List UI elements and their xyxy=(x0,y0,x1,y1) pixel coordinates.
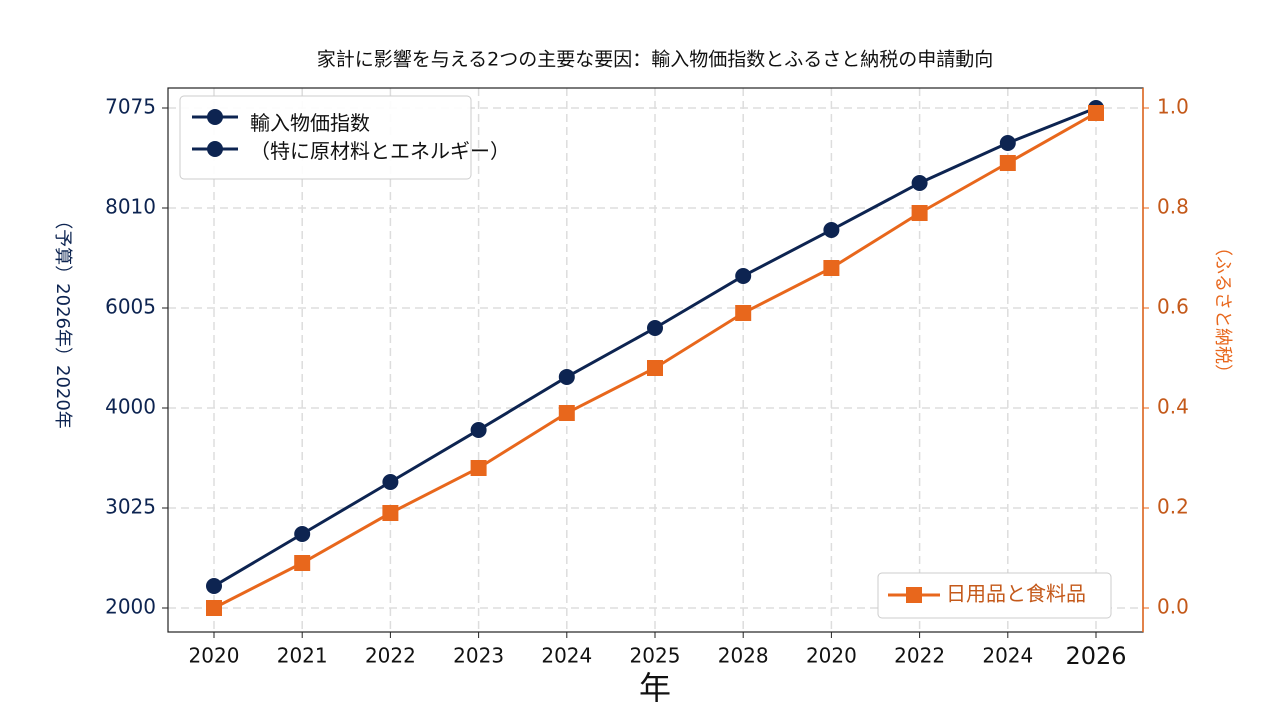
y2-tick-label: 0.2 xyxy=(1157,495,1189,519)
x-tick-label: 2025 xyxy=(630,644,681,668)
x-tick-label: 2024 xyxy=(541,644,592,668)
data-point xyxy=(470,421,487,438)
y-tick-label: 7075 xyxy=(105,95,156,119)
legend-marker xyxy=(207,141,223,157)
x-tick-label: 2026 xyxy=(1065,642,1126,670)
y2-tick-label: 1.0 xyxy=(1157,95,1189,119)
data-point xyxy=(911,174,928,191)
data-point xyxy=(558,405,575,421)
y-tick-label: 6005 xyxy=(105,295,156,319)
x-tick-label: 2020 xyxy=(189,644,240,668)
legend-label: 輸入物価指数（特に原材料とエネルギー） xyxy=(250,111,510,163)
y-tick-label: 2000 xyxy=(105,595,156,619)
x-tick-label: 2021 xyxy=(277,644,328,668)
legend-box xyxy=(877,572,1112,619)
legend-box xyxy=(179,95,472,180)
data-point xyxy=(823,221,840,238)
data-point xyxy=(382,473,399,490)
y-tick-label: 3025 xyxy=(105,495,156,519)
data-point xyxy=(382,505,399,521)
y-tick-label: 4000 xyxy=(105,395,156,419)
data-point xyxy=(558,368,575,385)
y-axis-label: （予算）2026年）2020年 xyxy=(52,211,73,429)
data-point xyxy=(999,155,1016,171)
data-point xyxy=(1088,105,1104,121)
y2-tick-label: 0.8 xyxy=(1157,195,1189,219)
y-tick-label: 8010 xyxy=(105,195,156,219)
legend-marker xyxy=(906,587,922,603)
x-tick-label: 2022 xyxy=(365,644,416,668)
data-point xyxy=(735,267,752,284)
x-tick-label: 2024 xyxy=(982,644,1033,668)
x-tick-label: 2020 xyxy=(806,644,857,668)
legend-label: 日用品と食料品 xyxy=(946,582,1086,606)
x-tick-label: 2023 xyxy=(453,644,504,668)
data-point xyxy=(999,134,1016,151)
data-point xyxy=(911,205,928,221)
y2-tick-label: 0.6 xyxy=(1157,295,1189,319)
x-tick-label: 2022 xyxy=(894,644,945,668)
data-point xyxy=(647,320,663,336)
data-point xyxy=(294,555,311,571)
data-point xyxy=(647,360,663,376)
legend-marker xyxy=(207,109,223,125)
data-point xyxy=(206,600,222,616)
x-axis-label: 年 xyxy=(639,669,671,707)
data-point xyxy=(206,578,222,595)
y2-axis-label: （ふるさと納税） xyxy=(1212,238,1233,382)
data-point xyxy=(294,526,311,543)
y2-tick-label: 0.4 xyxy=(1157,395,1189,419)
y2-tick-label: 0.0 xyxy=(1157,595,1189,619)
chart-title: 家計に影響を与える2つの主要な要因：輸入物価指数とふるさと納税の申請動向 xyxy=(317,49,994,71)
data-point xyxy=(470,460,487,476)
data-point xyxy=(735,305,752,321)
data-point xyxy=(823,260,840,276)
x-tick-label: 2028 xyxy=(718,644,769,668)
